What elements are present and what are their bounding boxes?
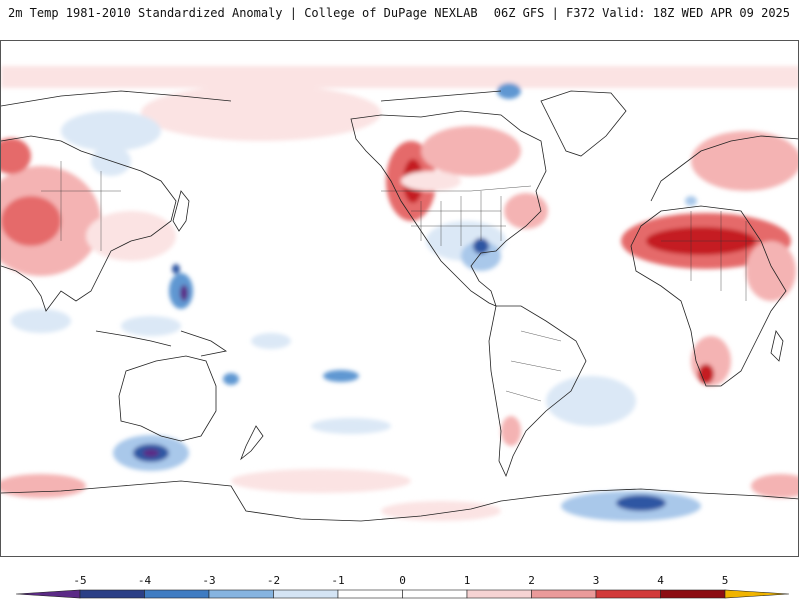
colorbar-segment bbox=[337, 589, 403, 599]
colorbar-tick-label: 3 bbox=[593, 574, 600, 587]
colorbar-tick-label: 5 bbox=[722, 574, 729, 587]
us-canada-border bbox=[381, 185, 532, 192]
colorbar-segment bbox=[144, 589, 210, 599]
colorbar-segment bbox=[402, 589, 468, 599]
s-atlantic-cool bbox=[546, 376, 636, 426]
indonesia-coast bbox=[95, 330, 228, 357]
greenland-coast bbox=[540, 90, 627, 157]
arctic-warm-band bbox=[1, 66, 798, 88]
map-title: 2m Temp 1981-2010 Standardized Anomaly |… bbox=[8, 6, 478, 20]
colorbar-tick-label: -3 bbox=[202, 574, 215, 587]
colorbar-tick-label: -5 bbox=[73, 574, 86, 587]
coastlines bbox=[1, 90, 798, 522]
s-pacific-cool bbox=[311, 418, 391, 434]
south-america-coast bbox=[488, 305, 587, 478]
madagascar-coast bbox=[770, 330, 784, 362]
med-cool bbox=[685, 196, 697, 206]
antarctica-coast bbox=[1, 480, 798, 522]
pacific-cool-spot bbox=[172, 264, 180, 274]
colorbar-tick-label: 0 bbox=[399, 574, 406, 587]
china-warm bbox=[86, 211, 176, 261]
southern-ocean-extreme bbox=[143, 449, 159, 457]
aus-east-cool bbox=[223, 373, 239, 385]
gulf-cool bbox=[461, 241, 501, 271]
colorbar-tick-label: -1 bbox=[331, 574, 344, 587]
canada-warm bbox=[421, 126, 521, 176]
colorbar-tick-label: 4 bbox=[657, 574, 664, 587]
colorbar-svg: -5 -4 -3 -2 -1 0 1 2 3 4 5 bbox=[15, 574, 790, 599]
asia-borders bbox=[41, 161, 121, 251]
sw-pacific-cool bbox=[251, 333, 291, 349]
colorbar-segment bbox=[595, 589, 661, 599]
indonesia-cool bbox=[121, 316, 181, 336]
colorbar-segment bbox=[660, 589, 726, 599]
map-svg bbox=[1, 66, 798, 522]
indian-ocean-cool bbox=[11, 309, 71, 333]
colorbar-min-arrow bbox=[15, 589, 81, 599]
antarctic-warm-e bbox=[751, 474, 798, 498]
arabia-warm bbox=[746, 241, 796, 301]
anomaly-map bbox=[0, 40, 799, 557]
colorbar-tick-label: 2 bbox=[528, 574, 535, 587]
colorbar-segment bbox=[531, 589, 597, 599]
us-state-lines-h bbox=[411, 210, 506, 227]
colorbar-legend: -5 -4 -3 -2 -1 0 1 2 3 4 5 bbox=[0, 570, 800, 600]
antarctic-warm-w bbox=[1, 474, 86, 498]
asia-coast bbox=[1, 135, 177, 312]
africa-borders bbox=[661, 211, 761, 301]
australia-coast bbox=[118, 355, 217, 442]
political-borders bbox=[41, 161, 761, 402]
asia-warm-core bbox=[1, 196, 61, 246]
patagonia-warm bbox=[501, 416, 521, 446]
pacific-cool-streak bbox=[323, 370, 359, 382]
ne-us-warm bbox=[504, 193, 548, 229]
colorbar-tick-label: 1 bbox=[464, 574, 471, 587]
s-africa-core bbox=[698, 364, 714, 384]
antarctic-core bbox=[616, 495, 666, 511]
pacific-warm bbox=[401, 171, 461, 191]
asia-north-warm bbox=[1, 138, 31, 174]
s-pacific-warm bbox=[381, 501, 501, 521]
colorbar-max-arrow bbox=[724, 589, 790, 599]
siberia-cool bbox=[61, 111, 161, 151]
philippine-sea-core bbox=[180, 285, 188, 301]
colorbar-segment bbox=[466, 589, 532, 599]
anomaly-shading bbox=[1, 66, 798, 521]
gulf-core bbox=[473, 238, 489, 254]
colorbar-segment bbox=[208, 589, 274, 599]
colorbar-segment bbox=[79, 589, 145, 599]
russia-warm bbox=[691, 131, 798, 191]
south-america-borders bbox=[505, 330, 562, 402]
antarctic-warm-c bbox=[231, 469, 411, 493]
model-run-info: 06Z GFS | F372 Valid: 18Z WED APR 09 202… bbox=[493, 6, 790, 20]
japan-coast bbox=[172, 190, 190, 232]
europe-coast bbox=[650, 135, 798, 202]
north-america-coast bbox=[350, 110, 547, 307]
greenland-cool bbox=[497, 83, 521, 99]
colorbar-segment bbox=[273, 589, 339, 599]
colorbar-tick-label: -2 bbox=[267, 574, 280, 587]
africa-coast bbox=[630, 205, 787, 387]
colorbar-tick-label: -4 bbox=[138, 574, 152, 587]
arctic-coast bbox=[1, 90, 502, 107]
new-zealand-coast bbox=[240, 425, 264, 461]
us-state-lines bbox=[420, 191, 502, 246]
bering-warm bbox=[141, 85, 381, 141]
